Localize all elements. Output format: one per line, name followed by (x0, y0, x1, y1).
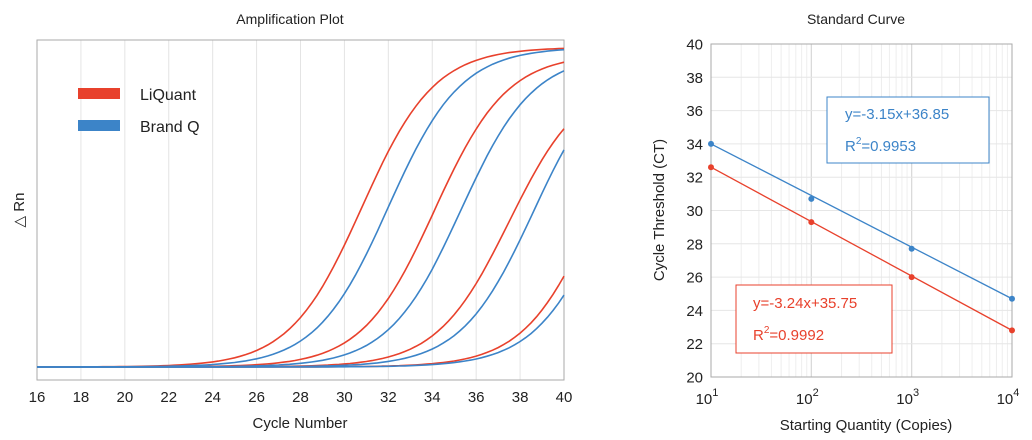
legend-label-liquant: LiQuant (140, 87, 197, 104)
equation-box-brandq: y=-3.15x+36.85 R2=0.9953 (826, 96, 990, 164)
amplification-curve-brandq (37, 294, 565, 368)
standard-curve-point-brandq (708, 140, 714, 147)
standard-curve-point-brandq (908, 245, 915, 252)
r-squared-brandq: R2=0.9953 (845, 136, 916, 155)
standard-curve-fit-lines (710, 143, 1013, 331)
r-squared-brandq-symbol: R (845, 138, 856, 155)
equation-liquant: y=-3.24x+35.75 (753, 295, 857, 312)
amplification-x-tick-label: 30 (336, 389, 353, 406)
standard-curve-x-tick-exponent: 2 (813, 387, 819, 399)
standard-curve-y-tick-label: 36 (686, 103, 703, 120)
standard-curve-x-ticks: 101 102 103 104 (696, 387, 1020, 408)
r-squared-brandq-value: =0.9953 (861, 138, 916, 155)
standard-curve-x-tick-base: 10 (796, 391, 813, 408)
standard-curve-y-tick-label: 20 (686, 370, 703, 387)
standard-curve-point-liquant (808, 219, 815, 226)
amplification-plot: Amplification Plot 16 18 20 22 24 26 28 30 32 34 3… (11, 11, 572, 432)
r-squared-brandq-exponent: 2 (856, 136, 862, 147)
standard-curve-x-tick-exponent: 4 (1013, 387, 1019, 399)
standard-curve-x-tick-label: 101 (696, 387, 719, 408)
amplification-grid (80, 40, 521, 380)
standard-curve-y-tick-label: 24 (686, 303, 703, 320)
r-squared-liquant-symbol: R (753, 327, 764, 344)
standard-curve-y-tick-label: 26 (686, 270, 703, 287)
equation-box-liquant: y=-3.24x+35.75 R2=0.9992 (735, 284, 893, 354)
amplification-x-ticks: 16 18 20 22 24 26 28 30 32 34 36 38 40 (29, 389, 573, 406)
standard-curve-y-tick-label: 40 (686, 37, 703, 54)
standard-curve-y-tick-label: 32 (686, 170, 703, 187)
amplification-title: Amplification Plot (236, 11, 343, 27)
standard-curve-y-tick-label: 34 (686, 136, 703, 153)
r-squared-liquant-value: =0.9992 (769, 327, 824, 344)
standard-curve-x-tick-label: 104 (997, 387, 1020, 408)
standard-curve-y-tick-label: 22 (686, 336, 703, 353)
standard-curve-point-brandq (1009, 295, 1015, 302)
standard-curve-frame (710, 43, 1013, 378)
amplification-x-tick-label: 18 (73, 389, 90, 406)
amplification-legend: LiQuant Brand Q (78, 87, 200, 136)
amplification-x-tick-label: 36 (468, 389, 485, 406)
standard-curve-y-tick-label: 30 (686, 203, 703, 220)
standard-curve-point-liquant (1009, 327, 1015, 334)
standard-curve-x-tick-base: 10 (997, 391, 1014, 408)
r-squared-liquant-exponent: 2 (764, 325, 770, 336)
amplification-x-tick-label: 28 (292, 389, 309, 406)
amplification-y-axis-label: △ Rn (11, 193, 28, 228)
standard-curve-x-tick-exponent: 3 (913, 387, 919, 399)
standard-curve-x-tick-label: 102 (796, 387, 819, 408)
amplification-x-tick-label: 16 (29, 389, 46, 406)
amplification-curves (37, 47, 565, 368)
standard-curve-fit-line-liquant (710, 166, 1013, 331)
standard-curve-y-tick-label: 38 (686, 70, 703, 87)
standard-curve-point-liquant (708, 164, 714, 171)
standard-curve-y-ticks: 20 22 24 26 28 30 32 34 36 38 40 (686, 37, 703, 387)
standard-curve-x-tick-base: 10 (896, 391, 913, 408)
legend-label-brandq: Brand Q (140, 119, 200, 136)
standard-curve-y-axis-label: Cycle Threshold (CT) (651, 139, 668, 281)
amplification-x-tick-label: 38 (512, 389, 529, 406)
standard-curve-y-tick-label: 28 (686, 236, 703, 253)
amplification-x-tick-label: 20 (116, 389, 133, 406)
standard-curve-point-brandq (808, 195, 815, 202)
amplification-x-tick-label: 24 (204, 389, 221, 406)
standard-curve-x-tick-label: 103 (896, 387, 919, 408)
amplification-x-tick-label: 40 (556, 389, 573, 406)
amplification-x-tick-label: 22 (160, 389, 177, 406)
legend-swatch-liquant (78, 88, 120, 99)
amplification-x-tick-label: 26 (248, 389, 265, 406)
amplification-x-axis-label: Cycle Number (252, 415, 347, 432)
standard-curve-fit-line-brandq (710, 143, 1013, 300)
standard-curve-title: Standard Curve (807, 11, 905, 27)
r-squared-liquant: R2=0.9992 (753, 325, 824, 344)
amplification-x-tick-label: 34 (424, 389, 441, 406)
amplification-x-tick-label: 32 (380, 389, 397, 406)
standard-curve-x-tick-base: 10 (696, 391, 713, 408)
equation-brandq: y=-3.15x+36.85 (845, 106, 949, 123)
legend-swatch-brandq (78, 120, 120, 131)
amplification-frame (36, 39, 565, 381)
standard-curve-x-tick-exponent: 1 (712, 387, 718, 399)
standard-curve-x-axis-label: Starting Quantity (Copies) (780, 417, 953, 434)
equation-box-liquant-frame (735, 284, 893, 354)
standard-curve-point-liquant (908, 274, 915, 281)
standard-curve-points (708, 140, 1015, 334)
equation-box-brandq-frame (826, 96, 990, 164)
